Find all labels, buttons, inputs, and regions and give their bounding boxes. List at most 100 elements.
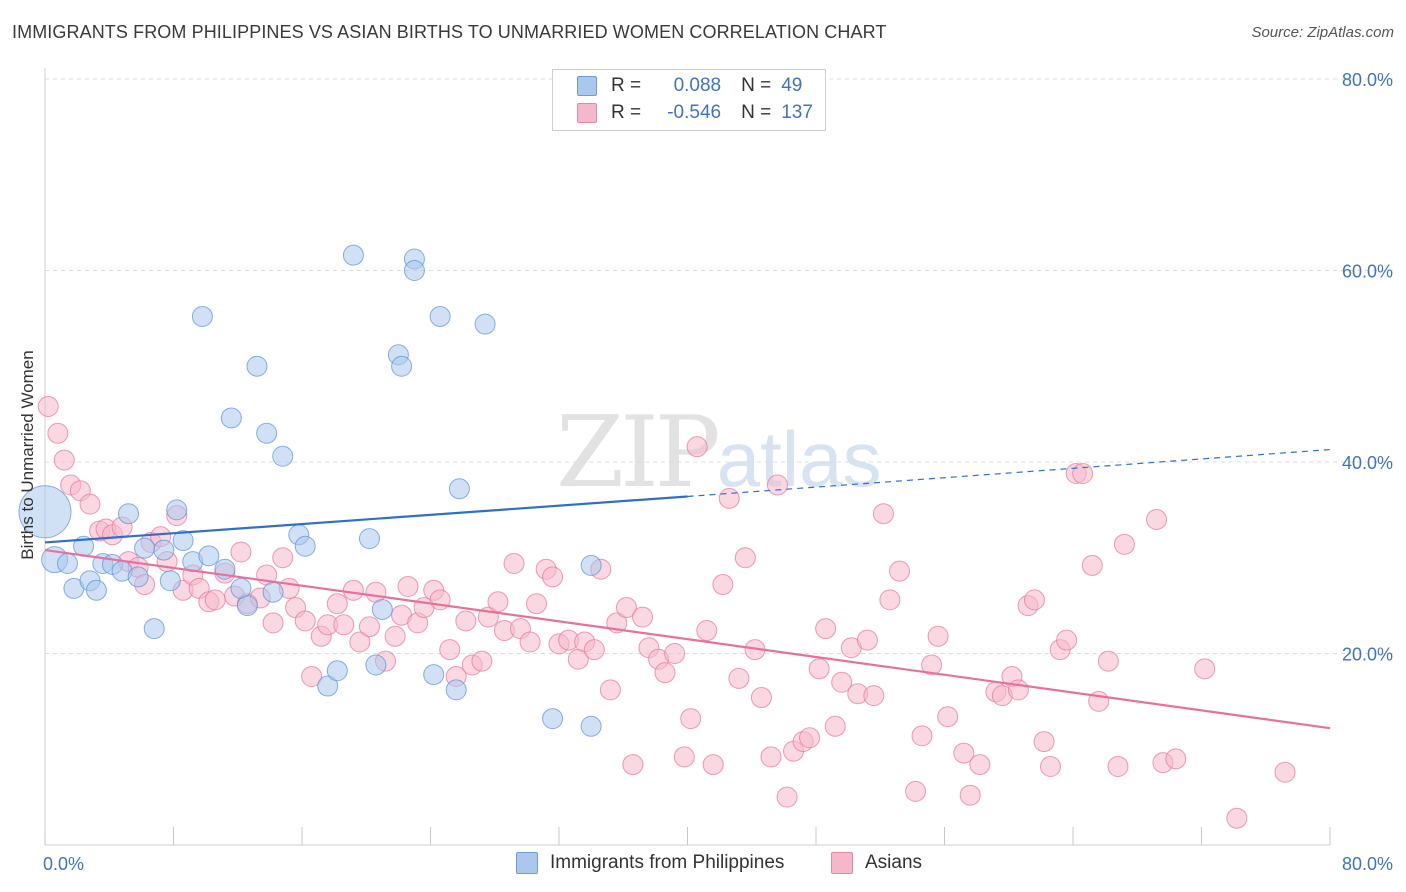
point-philippines (236, 595, 258, 617)
point-asians (750, 687, 772, 709)
point-philippines (256, 422, 278, 444)
point-asians (953, 742, 975, 764)
point-asians (1226, 807, 1248, 829)
point-asians (503, 552, 525, 574)
point-asians (927, 625, 949, 647)
chart-title: IMMIGRANTS FROM PHILIPPINES VS ASIAN BIR… (12, 22, 887, 42)
point-asians (969, 754, 991, 776)
series-legend-philippines[interactable]: Immigrants from Philippines (516, 852, 784, 874)
point-asians (358, 616, 380, 638)
point-philippines (580, 554, 602, 576)
legend-row-philippines: R = 0.088 N = 49 (577, 74, 802, 98)
point-philippines (127, 566, 149, 588)
point-philippines (153, 539, 175, 561)
point-asians (1033, 731, 1055, 753)
point-asians (686, 436, 708, 458)
point-asians (831, 671, 853, 693)
point-asians (599, 679, 621, 701)
point-asians (272, 547, 294, 569)
point-asians (53, 449, 75, 471)
point-asians (342, 579, 364, 601)
point-asians (333, 614, 355, 636)
point-asians (799, 727, 821, 749)
chart-source: Source: ZipAtlas.com (1251, 24, 1394, 41)
point-asians (487, 591, 509, 613)
point-asians (455, 610, 477, 632)
point-asians (1023, 589, 1045, 611)
point-asians (1274, 761, 1296, 783)
point-asians (856, 629, 878, 651)
y-tick-label: 20.0% (1342, 645, 1393, 665)
point-philippines (448, 478, 470, 500)
y-tick-label: 60.0% (1342, 262, 1393, 282)
point-asians (262, 612, 284, 634)
point-asians (471, 650, 493, 672)
point-asians (766, 474, 788, 496)
point-asians (615, 597, 637, 619)
trendline-philippines (44, 495, 688, 544)
point-philippines (56, 552, 78, 574)
point-asians (1165, 748, 1187, 770)
legend-swatch-asians (577, 103, 597, 123)
point-asians (384, 625, 406, 647)
series-label-asians: Asians (865, 852, 923, 873)
point-asians (718, 487, 740, 509)
point-asians (79, 493, 101, 515)
point-asians (1107, 755, 1129, 777)
series-label-philippines: Immigrants from Philippines (550, 852, 785, 873)
point-asians (734, 547, 756, 569)
point-philippines (18, 485, 72, 539)
point-philippines (166, 499, 188, 521)
series-swatch-asians (831, 852, 853, 874)
x-tick-label: 80.0% (1342, 854, 1393, 874)
point-asians (879, 589, 901, 611)
y-tick-label: 40.0% (1342, 453, 1393, 473)
point-asians (1194, 658, 1216, 680)
point-asians (542, 566, 564, 588)
legend-n-label: N = (741, 75, 772, 96)
point-asians (815, 618, 837, 640)
series-legend: Immigrants from Philippines Asians (0, 852, 1406, 878)
point-asians (1081, 554, 1103, 576)
point-asians (702, 754, 724, 776)
point-asians (959, 784, 981, 806)
point-philippines (403, 260, 425, 281)
point-philippines (191, 305, 213, 327)
point-asians (37, 395, 59, 417)
point-asians (728, 667, 750, 689)
point-asians (673, 746, 695, 768)
point-asians (301, 665, 323, 687)
legend-r-value: -0.546 (667, 102, 722, 123)
point-asians (696, 620, 718, 642)
legend-r-label: R = (611, 75, 642, 96)
point-asians (872, 503, 894, 525)
point-asians (622, 754, 644, 776)
legend-r-label: R = (611, 102, 642, 123)
legend-r-value: 0.088 (673, 75, 722, 96)
trendline-asians (44, 549, 1331, 730)
point-asians (47, 422, 69, 444)
point-asians (680, 708, 702, 730)
point-asians (349, 631, 371, 653)
point-asians (824, 715, 846, 737)
point-asians (889, 560, 911, 582)
point-asians (632, 606, 654, 628)
y-axis-label: Births to Unmarried Women (18, 350, 37, 560)
point-asians (1097, 650, 1119, 672)
point-philippines (423, 664, 445, 686)
point-asians (654, 662, 676, 684)
point-asians (808, 658, 830, 680)
point-asians (863, 685, 885, 707)
trendline-philippines-extension (687, 448, 1331, 498)
point-philippines (272, 445, 294, 467)
point-asians (760, 746, 782, 768)
point-philippines (474, 313, 496, 335)
point-asians (664, 643, 686, 664)
point-philippines (143, 618, 165, 640)
point-asians (776, 786, 798, 808)
series-legend-asians[interactable]: Asians (831, 852, 922, 874)
point-asians (1040, 755, 1062, 777)
point-asians (911, 725, 933, 747)
point-philippines (342, 244, 364, 266)
point-asians (712, 574, 734, 596)
